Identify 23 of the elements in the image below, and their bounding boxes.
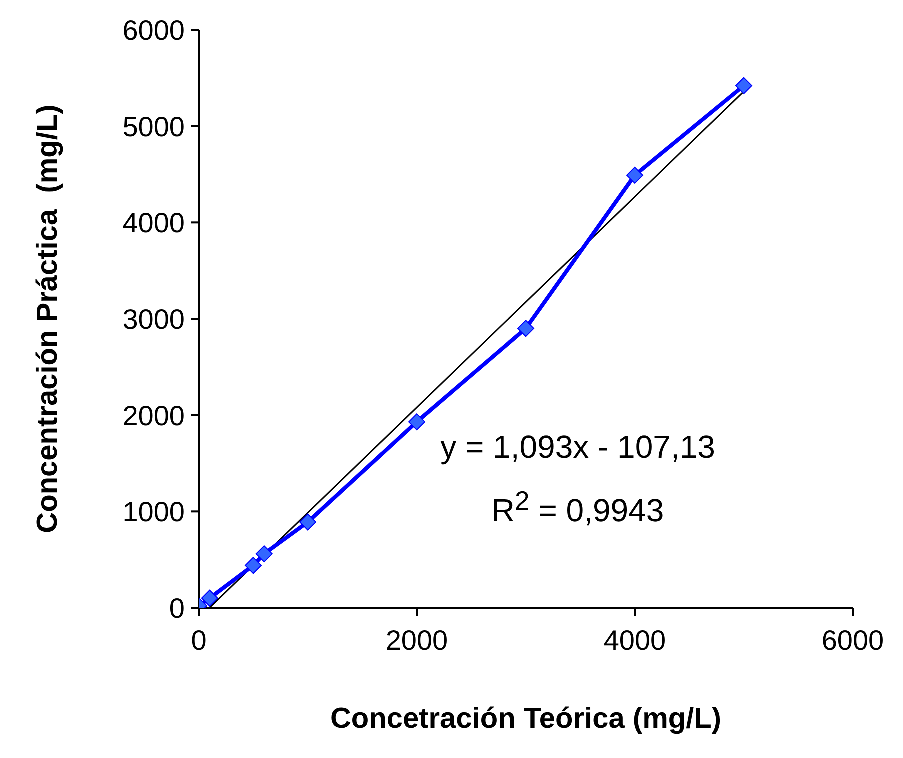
x-tick-label: 0 (191, 624, 207, 656)
point (300, 514, 316, 531)
annotation: R$^{2}$ = 0,9943 (490, 485, 666, 530)
y-tick-label: 1000 (122, 496, 185, 528)
annotation: y = 1,093x - 107,13 (440, 428, 716, 466)
x-tick-label: 2000 (386, 624, 448, 656)
point (256, 546, 273, 563)
y-tick-label: 5000 (122, 111, 185, 142)
point (245, 557, 262, 574)
point (201, 590, 218, 607)
point (518, 320, 534, 338)
y-tick-label: 0 (169, 592, 185, 624)
point (626, 166, 644, 184)
x-axis-title: Concetración Teórica (mg/L) (330, 703, 722, 735)
y-tick-label: 2000 (122, 400, 185, 432)
point (408, 414, 426, 431)
y-axis-title: Concentración Práctica (mg/L) (32, 104, 64, 534)
y-tick-label: 4000 (122, 208, 185, 239)
y-tick-label: 6000 (122, 14, 185, 46)
point (736, 77, 752, 94)
x-tick-label: 6000 (822, 624, 884, 656)
x-tick-label: 4000 (604, 624, 666, 656)
y-tick-label: 3000 (122, 304, 185, 335)
